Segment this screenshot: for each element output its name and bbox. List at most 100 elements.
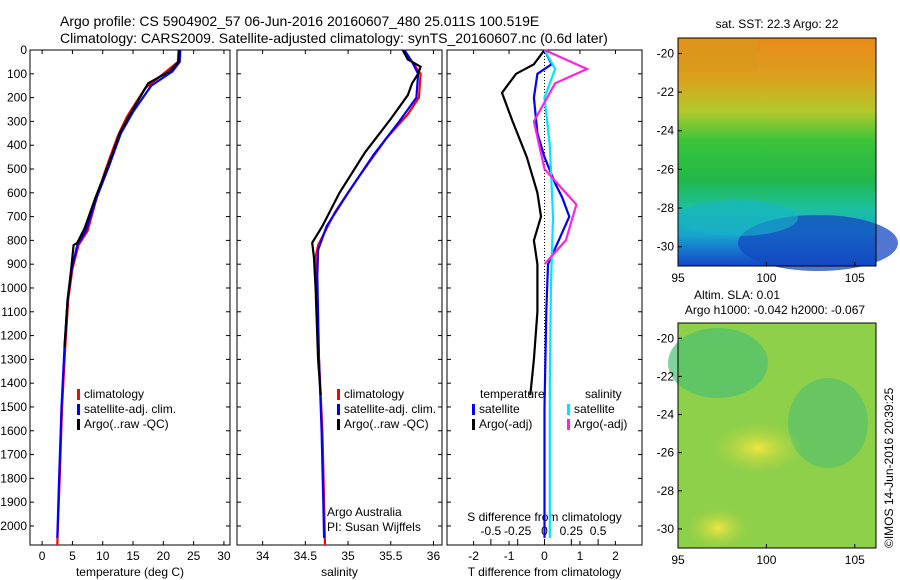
depth-tick-label: 900 bbox=[7, 257, 27, 271]
legend-label: climatology bbox=[344, 387, 404, 401]
legend-swatch bbox=[337, 389, 340, 400]
map-y-tick-label: -22 bbox=[657, 85, 675, 99]
depth-tick-label: 1700 bbox=[0, 448, 27, 462]
depth-tick-label: 1300 bbox=[0, 352, 27, 366]
legend-label: Argo(-adj) bbox=[479, 417, 532, 431]
legend-label: satellite bbox=[574, 402, 615, 416]
x-tick-label: 0 bbox=[39, 549, 46, 563]
legend-swatch bbox=[567, 419, 570, 430]
legend-label: Argo(..raw -QC) bbox=[344, 417, 429, 431]
map-x-tick-label: 95 bbox=[671, 271, 685, 285]
difference-x-label: T difference from climatology bbox=[468, 565, 622, 579]
map-x-tick-label: 100 bbox=[756, 553, 776, 567]
depth-tick-label: 1000 bbox=[0, 281, 27, 295]
legend-label: satellite-adj. clim. bbox=[84, 402, 176, 416]
temperature-x-label: temperature (deg C) bbox=[76, 565, 184, 579]
x-tick-label: 10 bbox=[96, 549, 110, 563]
depth-tick-label: 200 bbox=[7, 91, 27, 105]
legend-swatch bbox=[77, 389, 80, 400]
x-tick-label: 25 bbox=[187, 549, 201, 563]
legend-label: Argo(-adj) bbox=[574, 417, 627, 431]
depth-tick-label: 400 bbox=[7, 138, 27, 152]
annotation-text: PI: Susan Wijffels bbox=[327, 520, 421, 534]
difference-series-line bbox=[500, 49, 546, 396]
sst-map-panel: sat. SST: 22.3 Argo: 22 95 100 105 -20 -22 -24… bbox=[657, 17, 898, 285]
x-tick-label: 34 bbox=[256, 549, 270, 563]
plot-title-line-2: Climatology: CARS2009. Satellite-adjuste… bbox=[60, 30, 608, 46]
map-y-tick-label: -22 bbox=[657, 369, 675, 383]
depth-tick-label: 600 bbox=[7, 186, 27, 200]
depth-tick-label: 700 bbox=[7, 210, 27, 224]
difference-series-line bbox=[543, 49, 557, 538]
salinity-x-label: salinity bbox=[321, 565, 358, 579]
footer-stamp: ©IMOS 14-Jun-2016 20:39:25 bbox=[882, 387, 896, 548]
legend-label: satellite bbox=[479, 402, 520, 416]
sst-patch bbox=[678, 38, 758, 73]
depth-tick-label: 1600 bbox=[0, 424, 27, 438]
map-x-tick-label: 105 bbox=[845, 271, 865, 285]
x-tick-label: 35 bbox=[341, 549, 355, 563]
legend-header: temperature bbox=[480, 387, 545, 401]
sst-map-title: sat. SST: 22.3 Argo: 22 bbox=[716, 17, 839, 31]
x-tick-label: 34.5 bbox=[294, 549, 318, 563]
plot-title-line-1: Argo profile: CS 5904902_57 06-Jun-2016 … bbox=[60, 13, 540, 29]
x-tick-label: 35.5 bbox=[379, 549, 403, 563]
s-diff-tick-label: 0.25 bbox=[560, 524, 584, 538]
legend-label: climatology bbox=[84, 387, 144, 401]
map-frame bbox=[677, 37, 877, 267]
depth-tick-label: 300 bbox=[7, 114, 27, 128]
legend-label: Argo(..raw -QC) bbox=[84, 417, 169, 431]
legend-swatch bbox=[472, 404, 475, 415]
depth-tick-label: 1400 bbox=[0, 376, 27, 390]
depth-tick-label: 2000 bbox=[0, 519, 27, 533]
sla-patch bbox=[688, 508, 748, 548]
x-tick-label: 1 bbox=[577, 549, 584, 563]
map-y-tick-label: -24 bbox=[657, 124, 675, 138]
salinity-axes-box bbox=[236, 49, 443, 546]
x-tick-label: -1 bbox=[504, 549, 515, 563]
depth-tick-label: 1200 bbox=[0, 329, 27, 343]
s-diff-tick-label: -0.5 bbox=[481, 524, 502, 538]
map-y-tick-label: -28 bbox=[657, 201, 675, 215]
x-tick-label: 36 bbox=[427, 549, 441, 563]
depth-tick-label: 1500 bbox=[0, 400, 27, 414]
s-diff-tick-label: 0.5 bbox=[590, 524, 607, 538]
x-tick-label: 2 bbox=[612, 549, 619, 563]
temperature-series-line bbox=[56, 49, 182, 538]
map-x-tick-label: 95 bbox=[671, 553, 685, 567]
depth-tick-label: 800 bbox=[7, 233, 27, 247]
depth-tick-label: 1100 bbox=[1, 305, 27, 319]
sla-map-title: Altim. SLA: 0.01 bbox=[694, 288, 780, 302]
legend-swatch bbox=[472, 419, 475, 430]
x-tick-label: 0 bbox=[541, 549, 548, 563]
legend-swatch bbox=[77, 404, 80, 415]
map-y-tick-label: -24 bbox=[657, 408, 675, 422]
depth-tick-label: 100 bbox=[7, 67, 27, 81]
legend-swatch bbox=[337, 404, 340, 415]
sst-patch bbox=[678, 200, 798, 236]
depth-tick-label: 1800 bbox=[0, 471, 27, 485]
temperature-chart: 0 100 200 300 400 500 600 700 800 900 1000 1100 1200… bbox=[0, 43, 231, 579]
x-tick-label: -2 bbox=[468, 549, 479, 563]
x-tick-label: 15 bbox=[126, 549, 140, 563]
depth-tick-label: 500 bbox=[7, 162, 27, 176]
map-x-tick-label: 105 bbox=[845, 553, 865, 567]
sla-patch bbox=[788, 378, 868, 468]
x-tick-label: 5 bbox=[69, 549, 76, 563]
map-y-tick-label: -26 bbox=[657, 162, 675, 176]
salinity-series-line bbox=[316, 49, 420, 538]
map-y-tick-label: -28 bbox=[657, 484, 675, 498]
map-y-tick-label: -20 bbox=[657, 46, 675, 60]
legend-swatch bbox=[567, 404, 570, 415]
map-y-tick-label: -30 bbox=[657, 522, 675, 536]
legend-swatch bbox=[77, 419, 80, 430]
temperature-series-line bbox=[63, 49, 181, 348]
difference-series-line bbox=[532, 49, 571, 538]
sla-patch bbox=[668, 328, 768, 398]
salinity-chart: 34 34.5 35 35.5 36 salinity climatologysatelli… bbox=[236, 49, 443, 579]
legend-header: salinity bbox=[585, 387, 622, 401]
difference-chart: -2 -1 0 1 2 T difference from climatology -0.5… bbox=[446, 48, 643, 579]
difference-series-line bbox=[532, 48, 590, 265]
x-tick-label: 30 bbox=[217, 549, 231, 563]
